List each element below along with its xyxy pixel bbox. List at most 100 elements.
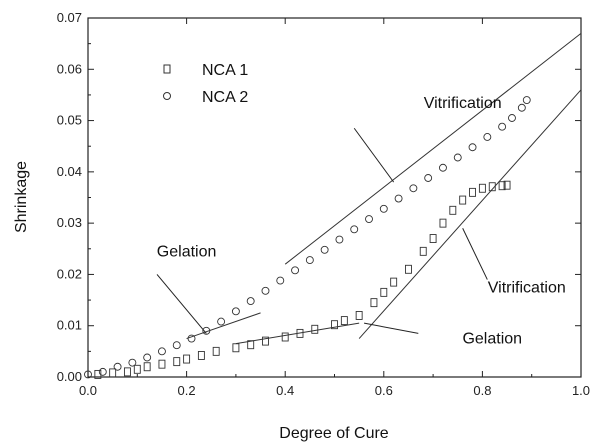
point-nca2 — [483, 133, 492, 141]
point-nca1 — [212, 346, 220, 356]
annotations: Vitrification Gelation Vitrification Gelati… — [156, 95, 566, 348]
point-nca1 — [262, 336, 269, 346]
annotation-pointer — [353, 127, 395, 183]
annotation-pointer — [462, 228, 488, 280]
point-nca1 — [355, 311, 363, 320]
fit-line — [186, 312, 261, 340]
point-nca1 — [498, 181, 506, 191]
point-nca2 — [113, 362, 122, 371]
plot-frame — [87, 17, 582, 378]
annotation-pointer — [363, 322, 419, 334]
legend-marker-nca1 — [163, 64, 171, 74]
point-nca2 — [187, 334, 196, 343]
point-nca2 — [143, 353, 152, 362]
point-nca2 — [379, 204, 388, 213]
point-nca1 — [247, 340, 255, 350]
point-nca1 — [158, 359, 166, 369]
point-nca1 — [197, 351, 205, 360]
y-tick-label: 0.03 — [57, 215, 82, 230]
point-nca1 — [123, 367, 131, 377]
point-nca1 — [311, 324, 319, 334]
fit-lines — [186, 32, 582, 345]
point-nca2 — [320, 245, 329, 254]
legend-label-nca1: NCA 1 — [202, 62, 248, 79]
fit-line — [284, 32, 582, 265]
x-axis-ticks: 0.0 0.2 0.4 0.6 0.8 1.0 — [79, 18, 590, 398]
point-nca2 — [98, 367, 107, 376]
point-nca1 — [94, 369, 102, 379]
point-nca1 — [459, 195, 467, 205]
x-tick-label: 0.0 — [79, 383, 97, 398]
point-nca2 — [498, 122, 507, 131]
point-nca1 — [429, 234, 437, 243]
point-nca2 — [439, 163, 447, 172]
fit-line — [235, 322, 360, 345]
y-axis-label: Shrinkage — [13, 161, 30, 233]
point-nca1 — [331, 320, 338, 330]
fit-line — [358, 89, 582, 339]
point-nca1 — [390, 277, 398, 287]
series-nca2 — [84, 96, 531, 379]
point-nca2 — [246, 297, 255, 306]
point-nca2 — [305, 256, 314, 265]
point-nca2 — [409, 184, 418, 193]
annotation-label: Gelation — [157, 243, 217, 260]
point-nca2 — [217, 317, 226, 326]
point-nca1 — [183, 354, 191, 364]
point-nca2 — [517, 103, 526, 112]
point-nca2 — [468, 143, 477, 152]
point-nca2 — [365, 215, 373, 223]
point-nca2 — [261, 286, 270, 295]
point-nca1 — [232, 343, 240, 353]
annotation-pointer — [156, 274, 207, 334]
point-nca2 — [522, 96, 531, 105]
x-tick-label: 1.0 — [572, 383, 590, 398]
y-axis-ticks: 0.00 0.01 0.02 0.03 0.04 0.05 0.06 0.07 — [57, 10, 581, 384]
point-nca1 — [380, 287, 388, 297]
annotation-label: Gelation — [462, 331, 522, 348]
y-tick-label: 0.06 — [57, 61, 82, 76]
point-nca2 — [157, 347, 166, 356]
point-nca2 — [128, 358, 137, 367]
point-nca2 — [231, 307, 240, 316]
annotation-label: Vitrification — [488, 279, 566, 296]
x-axis-label: Degree of Cure — [279, 425, 388, 442]
point-nca1 — [488, 182, 496, 192]
point-nca2 — [508, 114, 516, 122]
point-nca2 — [424, 174, 433, 182]
point-nca2 — [276, 276, 285, 285]
x-tick-label: 0.2 — [178, 383, 196, 398]
point-nca1 — [405, 264, 412, 274]
point-nca1 — [173, 357, 181, 367]
point-nca1 — [109, 368, 117, 378]
y-tick-label: 0.07 — [57, 10, 82, 25]
legend: NCA 1 NCA 2 — [163, 62, 248, 106]
point-nca1 — [143, 362, 151, 372]
y-tick-label: 0.05 — [57, 113, 82, 128]
annotation-label: Vitrification — [424, 95, 502, 112]
x-tick-label: 0.6 — [375, 383, 393, 398]
point-nca1 — [478, 183, 486, 193]
point-nca1 — [439, 218, 447, 228]
point-nca1 — [340, 316, 348, 326]
point-nca1 — [503, 180, 511, 190]
point-nca1 — [296, 328, 304, 338]
series-nca1 — [94, 180, 511, 379]
point-nca1 — [449, 205, 457, 215]
point-nca2 — [291, 266, 300, 275]
point-nca2 — [394, 194, 403, 203]
point-nca2 — [453, 153, 462, 162]
plot-area — [87, 17, 582, 378]
point-nca2 — [350, 225, 359, 234]
point-nca1 — [419, 246, 427, 256]
point-nca2 — [335, 235, 344, 244]
point-nca2 — [202, 326, 211, 335]
y-tick-label: 0.00 — [57, 369, 82, 384]
x-tick-label: 0.8 — [473, 383, 491, 398]
y-tick-label: 0.04 — [57, 164, 82, 179]
y-tick-label: 0.02 — [57, 266, 82, 281]
point-nca2 — [84, 370, 92, 379]
y-tick-label: 0.01 — [57, 318, 82, 333]
point-nca1 — [469, 187, 476, 197]
